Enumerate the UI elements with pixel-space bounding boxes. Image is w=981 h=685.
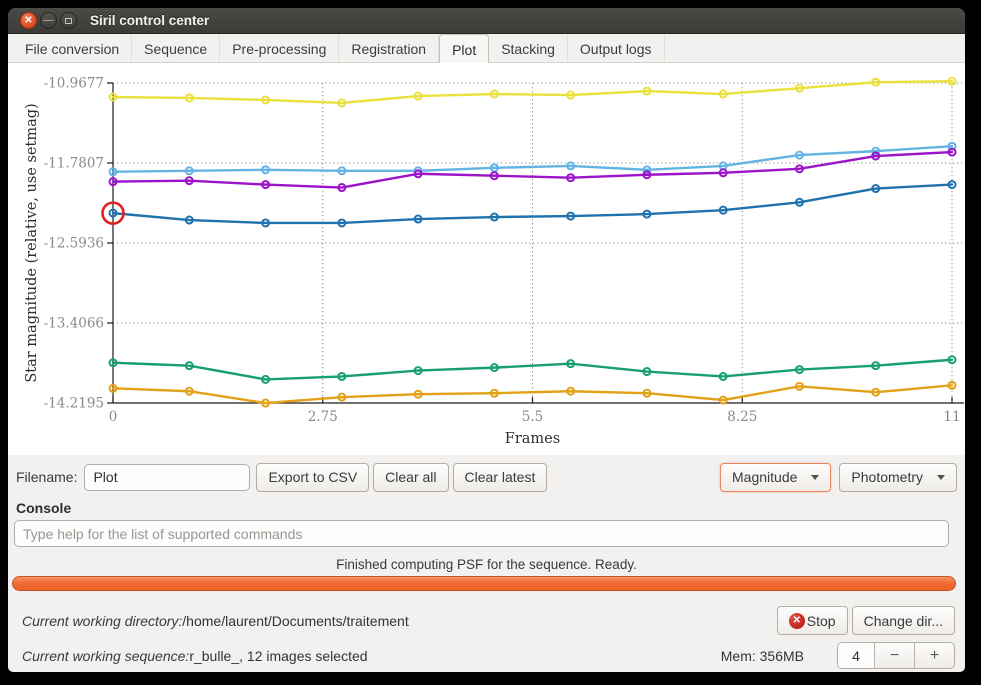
siril-window: ✕ — Siril control center File conversion… [8,8,965,672]
working-directory-row: Current working directory:/home/laurent/… [8,606,965,635]
tab-pre-processing[interactable]: Pre-processing [220,34,340,62]
svg-text:-13.4066: -13.4066 [44,316,104,332]
change-dir-button[interactable]: Change dir... [851,606,955,635]
svg-text:-14.2195: -14.2195 [44,396,104,412]
svg-text:Star magnitude (relative, use: Star magnitude (relative, use setmag) [24,103,40,382]
maximize-icon[interactable] [60,12,77,29]
titlebar: ✕ — Siril control center [8,8,965,34]
tab-registration[interactable]: Registration [339,34,440,62]
tab-file-conversion[interactable]: File conversion [13,34,133,62]
stop-button[interactable]: ✕ Stop [776,606,848,635]
filename-input[interactable] [84,463,251,491]
working-sequence-row: Current working sequence: r_bulle_, 12 im… [8,642,965,669]
svg-text:8.25: 8.25 [727,409,757,425]
sequence-label: Current working sequence: [22,647,190,664]
close-icon[interactable]: ✕ [20,12,37,29]
svg-text:11: 11 [943,409,960,425]
stop-icon: ✕ [788,612,805,629]
progress-bar [12,576,956,591]
clear-all-button[interactable]: Clear all [373,462,449,492]
sequence-value: r_bulle_, 12 images selected [189,647,368,664]
magnitude-dropdown[interactable]: Magnitude [720,462,832,492]
export-csv-button[interactable]: Export to CSV [256,462,370,492]
clear-latest-button[interactable]: Clear latest [452,462,548,492]
plot-canvas: -10.9677 -11.7807 -12.5936 -13.4066 -14.2195… [24,76,964,447]
stop-button-label: Stop [806,612,836,629]
tab-output-logs[interactable]: Output logs [568,34,665,62]
svg-text:-10.9677: -10.9677 [44,76,104,92]
cwd-label: Current working directory: [22,612,183,629]
thread-spinner: 4 − + [837,642,955,669]
svg-text:5.5: 5.5 [522,409,543,425]
svg-text:2.75: 2.75 [308,409,338,425]
minimize-icon[interactable]: — [40,12,57,29]
tab-plot[interactable]: Plot [439,34,490,63]
svg-text:-12.5936: -12.5936 [44,236,104,252]
svg-text:Frames: Frames [505,431,560,447]
thread-value: 4 [838,643,874,668]
cwd-value: /home/laurent/Documents/traitement [182,612,409,629]
chevron-down-icon [937,474,945,480]
tab-stacking[interactable]: Stacking [489,34,568,62]
window-title: Siril control center [90,13,210,28]
memory-label: Mem: 356MB [720,647,804,664]
console-heading: Console [16,500,72,516]
magnitude-dropdown-label: Magnitude [732,469,798,485]
command-input[interactable] [14,520,949,547]
plot-controls-row: Filename: Export to CSV Clear all Clear … [8,455,965,499]
filename-label: Filename: [16,469,78,485]
chevron-down-icon [811,474,820,480]
magnitude-plot[interactable]: -10.9677 -11.7807 -12.5936 -13.4066 -14.2195… [8,63,965,455]
minus-icon[interactable]: − [874,643,914,668]
tab-sequence[interactable]: Sequence [132,34,221,62]
svg-text:-11.7807: -11.7807 [44,156,104,172]
plus-icon[interactable]: + [914,643,954,668]
photometry-dropdown[interactable]: Photometry [839,462,957,492]
photometry-dropdown-label: Photometry [851,469,923,485]
svg-text:0: 0 [109,409,118,425]
status-message: Finished computing PSF for the sequence.… [336,557,637,572]
tab-bar: File conversion Sequence Pre-processing … [8,34,965,63]
